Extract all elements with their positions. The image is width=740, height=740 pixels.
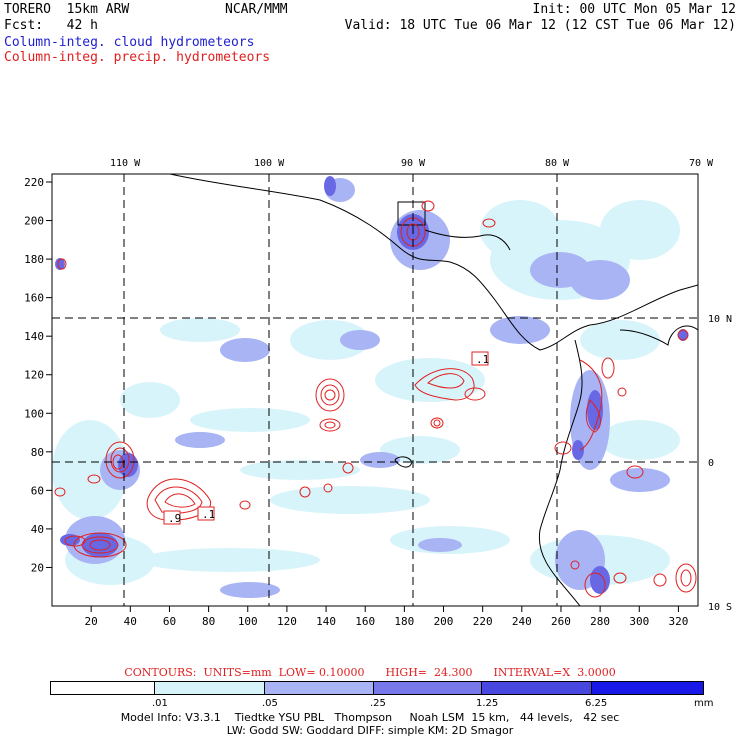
x-tick-label: 320 [668, 615, 688, 628]
x-tick-label: 260 [551, 615, 571, 628]
colorbar-label: .01 [152, 698, 168, 709]
lat-label: 0 [708, 458, 714, 469]
lon-label: 90 W [401, 158, 426, 169]
colorbar-segment [51, 682, 155, 694]
lon-label: 70 W [689, 158, 714, 169]
y-tick-label: 140 [24, 330, 44, 343]
x-tick-label: 20 [85, 615, 98, 628]
x-tick-label: 240 [512, 615, 532, 628]
y-axis-ticks: 220 200 180 160 140 120 100 80 60 40 20 [24, 176, 52, 574]
y-tick-label: 20 [31, 561, 44, 574]
x-tick-label: 80 [202, 615, 215, 628]
x-axis-ticks: 20 40 60 80 100 120 140 160 180 200 220 240 260 280 30… [85, 606, 688, 628]
graticule [52, 174, 698, 606]
lon-label: 80 W [545, 158, 570, 169]
colorbar-segment [264, 682, 373, 694]
map-frame [51, 173, 699, 607]
longitude-labels: 110 W 100 W 90 W 80 W 70 W [110, 158, 714, 169]
y-tick-label: 100 [24, 407, 44, 420]
y-tick-label: 60 [31, 484, 44, 497]
contour-label-2: .9 [168, 512, 181, 525]
valid-time: Valid: 18 UTC Tue 06 Mar 12 (12 CST Tue … [344, 18, 736, 33]
x-tick-label: 300 [629, 615, 649, 628]
coastlines [169, 174, 698, 606]
x-tick-label: 160 [355, 615, 375, 628]
x-tick-label: 280 [590, 615, 610, 628]
x-tick-label: 220 [473, 615, 493, 628]
contour-label-3: .1 [202, 508, 215, 521]
colorbar-segment [480, 682, 591, 694]
lat-label: 10 N [708, 314, 732, 325]
colorbar-segment [154, 682, 265, 694]
lon-label: 100 W [254, 158, 285, 169]
colorbar-segment [372, 682, 481, 694]
y-tick-label: 80 [31, 446, 44, 459]
colorbar-label: .25 [370, 698, 386, 709]
organization: NCAR/MMM [225, 2, 288, 17]
colorbar-label: .05 [262, 698, 278, 709]
x-tick-label: 180 [394, 615, 414, 628]
y-tick-label: 40 [31, 523, 44, 536]
forecast-hour: Fcst: 42 h [4, 18, 98, 33]
x-tick-label: 60 [163, 615, 176, 628]
model-title: TORERO 15km ARW [4, 2, 130, 17]
y-tick-label: 220 [24, 176, 44, 189]
contour-label-1: .1 [476, 353, 489, 366]
y-tick-label: 200 [24, 215, 44, 228]
x-tick-label: 120 [277, 615, 297, 628]
y-tick-label: 120 [24, 369, 44, 382]
colorbar [50, 681, 704, 695]
init-time: Init: 00 UTC Mon 05 Mar 12 [532, 2, 737, 17]
y-tick-label: 160 [24, 292, 44, 305]
model-info-line2: LW: Godd SW: Goddard DIFF: simple KM: 2D… [226, 724, 514, 737]
x-tick-label: 40 [124, 615, 137, 628]
x-tick-label: 100 [238, 615, 258, 628]
x-tick-label: 140 [316, 615, 336, 628]
contour-info: CONTOURS: UNITS=mm LOW= 0.10000 HIGH= 24… [124, 666, 616, 679]
lon-label: 110 W [110, 158, 141, 169]
colorbar-label: 1.25 [476, 698, 499, 709]
latitude-labels: 10 N 0 10 S [708, 314, 732, 613]
precip-contours [54, 200, 697, 598]
contour-value-boxes: .1 .9 .1 [163, 351, 489, 525]
field-cloud-label: Column-integ. cloud hydrometeors [4, 35, 255, 50]
model-info-line1: Model Info: V3.3.1 Tiedtke YSU PBL Thomp… [120, 711, 620, 724]
colorbar-segment [590, 682, 703, 694]
y-tick-label: 180 [24, 253, 44, 266]
lat-label: 10 S [708, 602, 732, 613]
colorbar-label: 6.25 [585, 698, 608, 709]
field-precip-label: Column-integ. precip. hydrometeors [4, 50, 271, 65]
colorbar-units: mm [694, 698, 714, 709]
x-tick-label: 200 [434, 615, 454, 628]
